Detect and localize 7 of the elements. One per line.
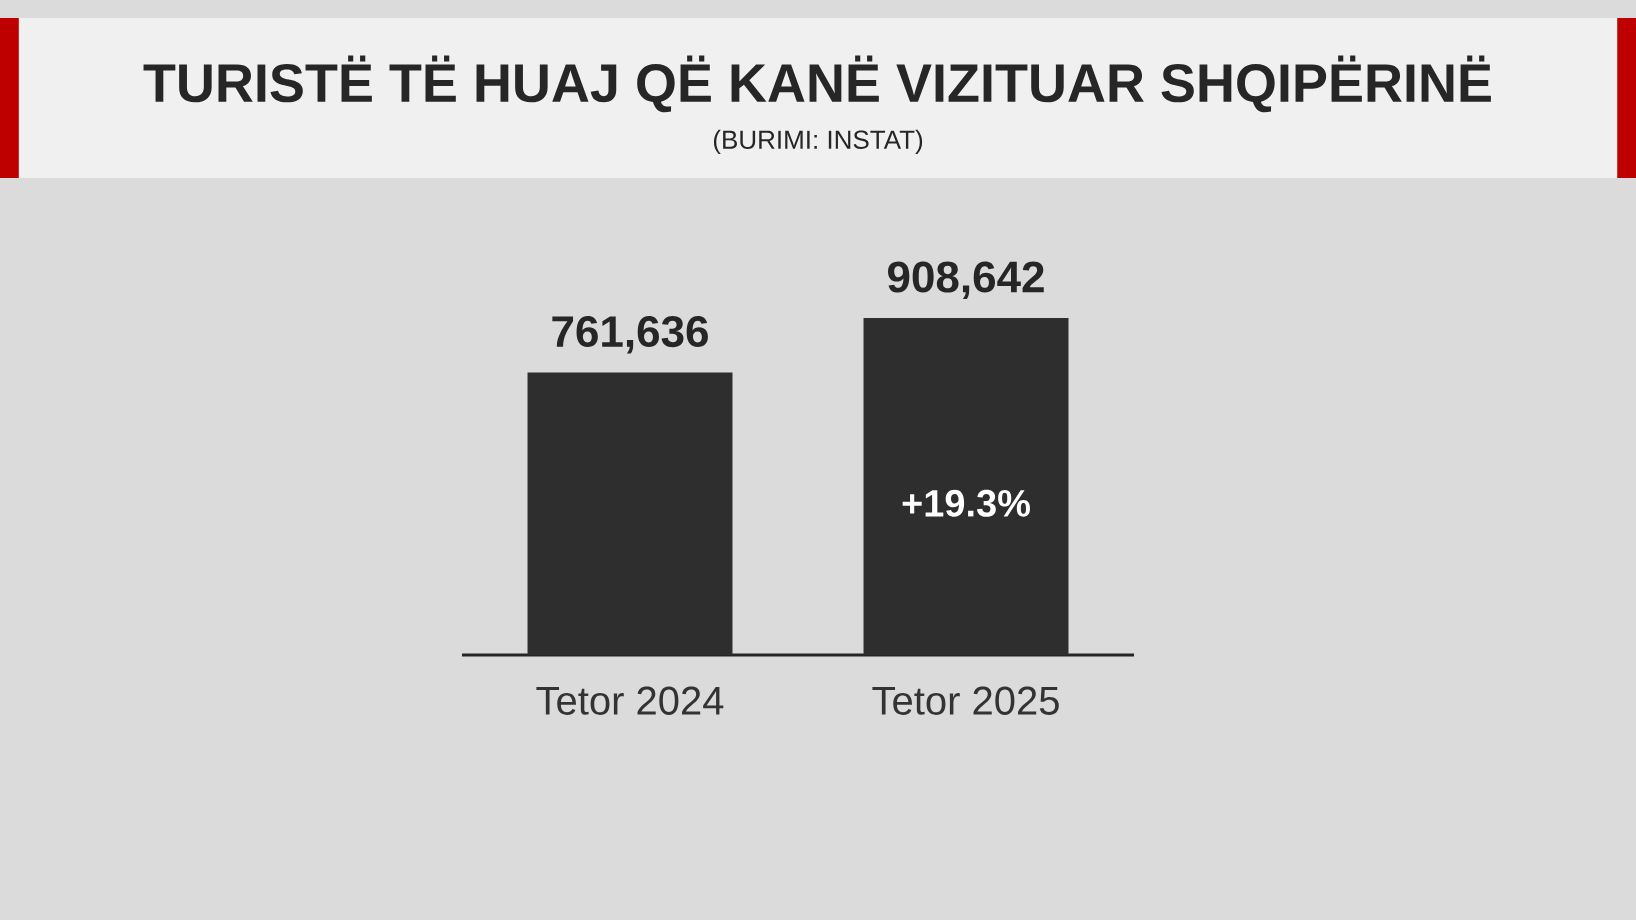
- chart-title: TURISTË TË HUAJ QË KANË VIZITUAR SHQIPËRINË: [143, 55, 1491, 113]
- annotation: +19.3%: [902, 489, 1030, 517]
- data-label: 761,636: [552, 315, 708, 354]
- x-tick-label: Tetor 2025: [872, 686, 1059, 715]
- x-tick-label: Tetor 2024: [536, 686, 724, 715]
- chart-subtitle: (BURIMI: INSTAT): [713, 129, 923, 155]
- data-label: 908,642: [888, 261, 1044, 299]
